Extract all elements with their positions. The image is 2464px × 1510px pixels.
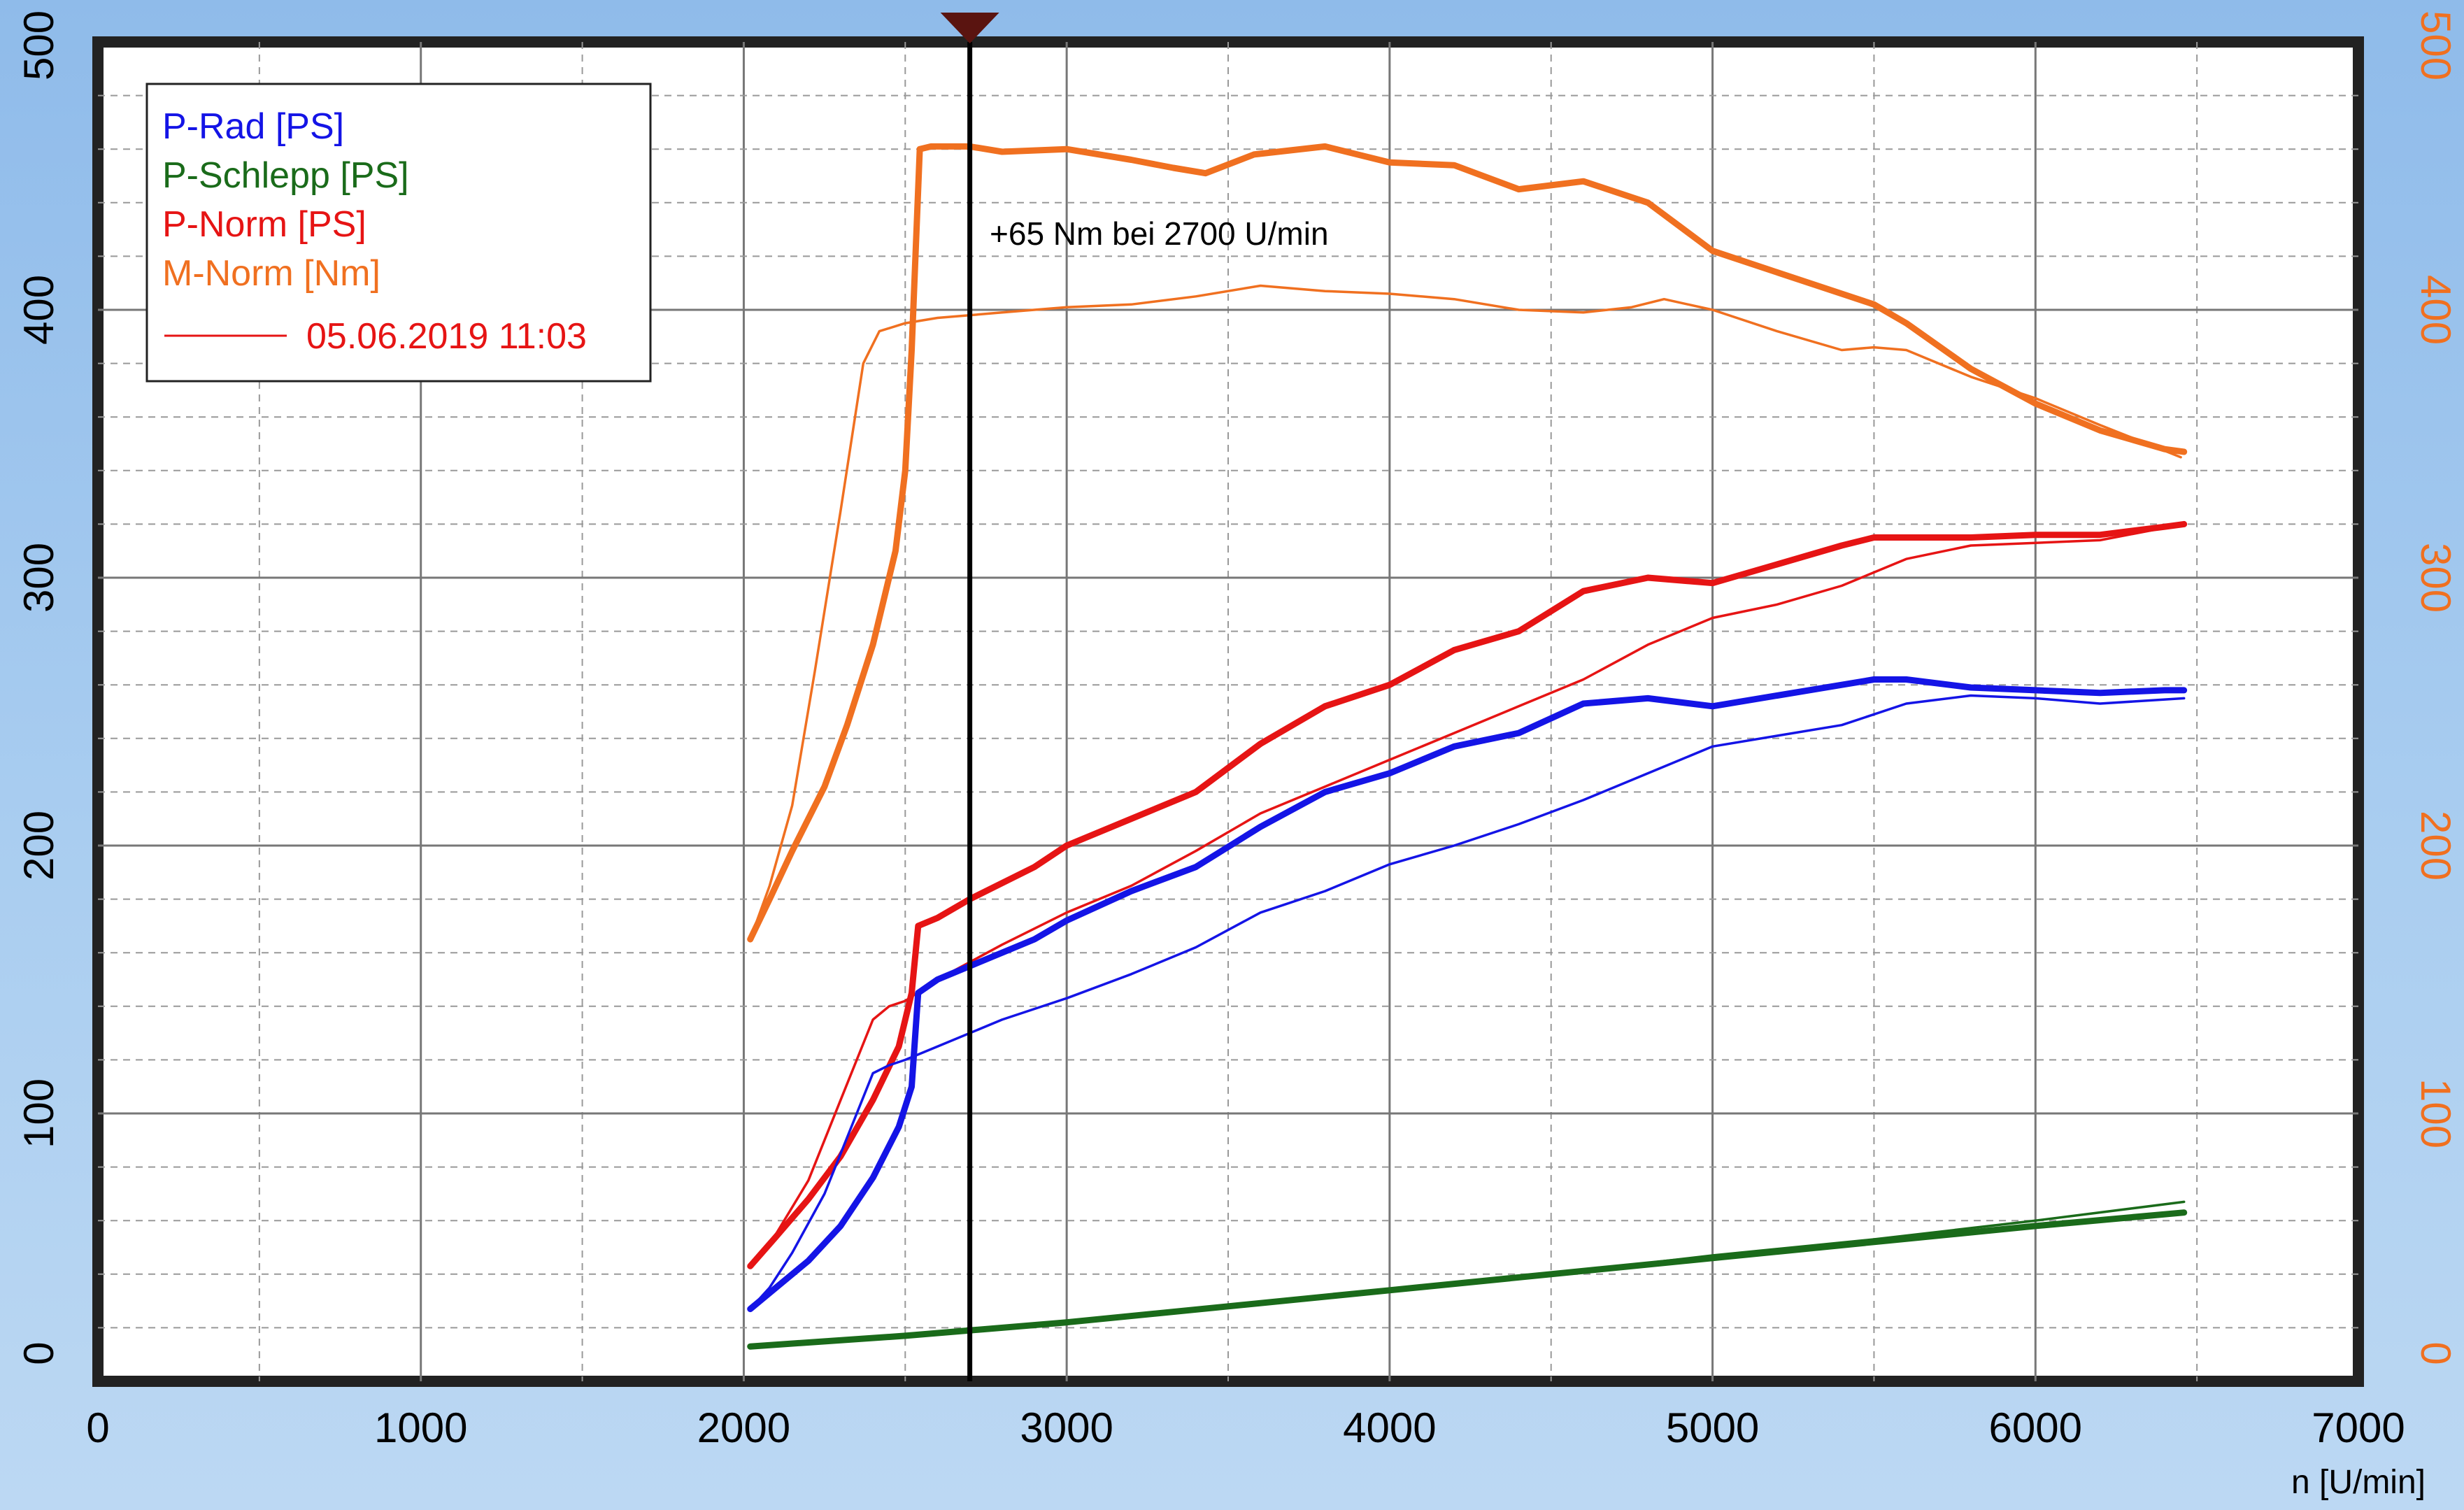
y-left-tick-label: 300 [15,543,62,613]
x-tick-label: 4000 [1343,1404,1436,1451]
legend-entry-p-rad: P-Rad [PS] [162,106,344,147]
cursor-annotation: +65 Nm bei 2700 U/min [990,215,1329,252]
x-tick-label: 0 [86,1404,109,1451]
y-right-tick-label: 200 [2412,811,2459,881]
x-tick-label: 5000 [1666,1404,1759,1451]
x-axis-ticks: 0 1000 2000 3000 4000 5000 6000 7000 [86,1404,2405,1451]
legend-entry-p-norm: P-Norm [PS] [162,204,366,245]
y-right-tick-label: 400 [2412,275,2459,345]
series-line-p-norm-current [747,520,2188,1269]
grid-lines [98,42,2358,1381]
series-line-p-norm-reference [748,522,2186,1268]
series-line-p-rad-reference [748,694,2186,1311]
series-line-m-norm-reference [748,284,2182,941]
y-left-tick-label: 0 [15,1341,62,1365]
y-right-tick-label: 0 [2412,1341,2459,1365]
cursor-marker-icon[interactable] [940,13,999,43]
y-left-tick-label: 400 [15,275,62,345]
y-left-tick-label: 500 [15,10,62,80]
legend-box [145,83,652,383]
series-line-p-rad-current [747,676,2188,1313]
x-tick-label: 1000 [374,1404,467,1451]
y-left-tick-label: 200 [15,811,62,881]
legend: P-Rad [PS] P-Schlepp [PS] P-Norm [PS] M-… [145,83,652,383]
legend-entry-m-norm: M-Norm [Nm] [162,253,380,294]
series-line-m-norm-current [747,143,2188,943]
y-right-tick-label: 100 [2412,1078,2459,1148]
y-right-tick-label: 500 [2412,10,2459,80]
x-tick-label: 3000 [1020,1404,1113,1451]
legend-entry-p-schlepp: P-Schlepp [PS] [162,155,409,196]
series-layer [747,143,2188,1350]
y-right-tick-label: 300 [2412,543,2459,613]
x-tick-label: 7000 [2312,1404,2405,1451]
series-line-p-schlepp-reference [748,1200,2186,1348]
y-axis-left-ticks: 0 100 200 300 400 500 [15,10,62,1365]
y-left-tick-label: 100 [15,1078,62,1148]
x-axis-label: n [U/min] [2291,1464,2426,1501]
y-axis-right-ticks: 0 100 200 300 400 500 [2412,10,2459,1365]
x-tick-label: 2000 [697,1404,790,1451]
legend-run-date: 05.06.2019 11:03 [306,316,587,357]
x-tick-label: 6000 [1989,1404,2082,1451]
